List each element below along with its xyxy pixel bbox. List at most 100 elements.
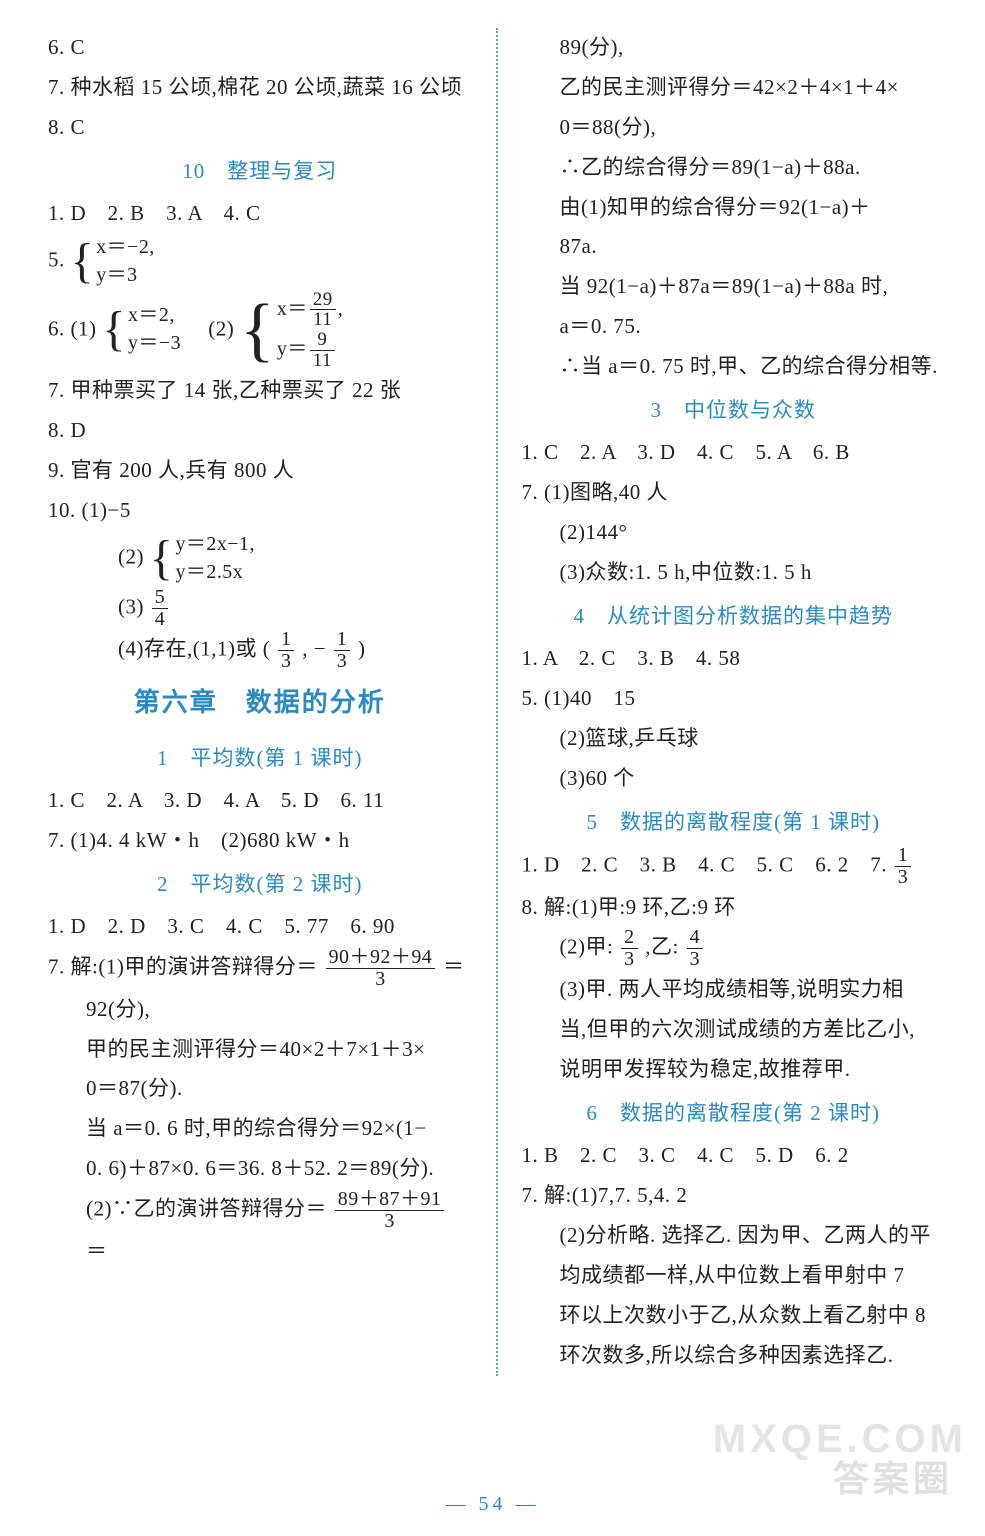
answer-line: 6. (1) { x＝2, y＝−3 (2) { x＝2911, bbox=[48, 290, 472, 372]
rparen: ) bbox=[358, 637, 366, 661]
fraction: 43 bbox=[685, 927, 705, 970]
brace-icon: { bbox=[240, 305, 275, 355]
left-column: 6. C 7. 种水稻 15 公顷,棉花 20 公顷,蔬菜 16 公顷 8. C… bbox=[48, 28, 496, 1376]
answer-line: 7. 甲种票买了 14 张,乙种票买了 22 张 bbox=[48, 371, 472, 411]
section-heading-4: 4 从统计图分析数据的集中趋势 bbox=[522, 593, 946, 639]
brace-icon: { bbox=[71, 245, 95, 279]
answer-line: 10. (1)−5 bbox=[48, 491, 472, 531]
eq-row: y＝2.5x bbox=[175, 559, 255, 587]
answer-subline: 乙的民主测评得分＝42×2＋4×1＋4× bbox=[522, 68, 946, 108]
text: ＝ bbox=[86, 1239, 108, 1263]
answer-subline: (2)144° bbox=[522, 513, 946, 553]
answer-line: 8. 解:(1)甲:9 环,乙:9 环 bbox=[522, 888, 946, 928]
answer-subline: 均成绩都一样,从中位数上看甲射中 7 bbox=[522, 1256, 946, 1296]
eq-row: x＝2, bbox=[128, 302, 181, 330]
answer-line: 1. C 2. A 3. D 4. C 5. A 6. B bbox=[522, 433, 946, 473]
fraction: 13 bbox=[332, 629, 352, 672]
answer-line: 7. (1)4. 4 kW・h (2)680 kW・h bbox=[48, 821, 472, 861]
answer-subline: 92(分), bbox=[48, 990, 472, 1030]
text: ＝ bbox=[443, 954, 465, 978]
answer-line: 5. (1)40 15 bbox=[522, 679, 946, 719]
answer-line: 1. D 2. B 3. A 4. C bbox=[48, 194, 472, 234]
answer-subline: 由(1)知甲的综合得分＝92(1−a)＋ bbox=[522, 188, 946, 228]
item-prefix: 5. bbox=[48, 247, 71, 271]
answer-subline: (2)分析略. 选择乙. 因为甲、乙两人的平 bbox=[522, 1216, 946, 1256]
answer-subline: 89(分), bbox=[522, 28, 946, 68]
brace-icon: { bbox=[102, 313, 126, 347]
answer-line: 7. (1)图略,40 人 bbox=[522, 473, 946, 513]
section-heading-2: 2 平均数(第 2 课时) bbox=[48, 861, 472, 907]
answer-subline: 0＝87(分). bbox=[48, 1069, 472, 1109]
fraction: 89＋87＋913 bbox=[333, 1189, 447, 1232]
item-prefix: 6. (1) bbox=[48, 316, 97, 340]
answer-subline: 环以上次数小于乙,从众数上看乙射中 8 bbox=[522, 1296, 946, 1336]
answer-line: 8. D bbox=[48, 411, 472, 451]
page-number: — 54 — bbox=[0, 1493, 985, 1516]
item-prefix: (3) bbox=[118, 594, 144, 618]
answer-subline: ∴当 a＝0. 75 时,甲、乙的综合得分相等. bbox=[522, 347, 946, 387]
answer-line: 1. C 2. A 3. D 4. A 5. D 6. 11 bbox=[48, 781, 472, 821]
answer-subline: 当 a＝0. 6 时,甲的综合得分＝92×(1− bbox=[48, 1109, 472, 1149]
text: 7. 解:(1)甲的演讲答辩得分＝ bbox=[48, 954, 318, 978]
fraction: 13 bbox=[276, 629, 296, 672]
answer-line: 7. 解:(1)甲的演讲答辩得分＝ 90＋92＋943 ＝ bbox=[48, 947, 472, 990]
eq-row: x＝−2, bbox=[96, 234, 155, 262]
answer-subline: (3) 54 bbox=[48, 587, 472, 630]
answer-line: 8. C bbox=[48, 108, 472, 148]
fraction: 13 bbox=[893, 845, 913, 888]
answer-subline: (2)∵乙的演讲答辩得分＝ 89＋87＋913 ＝ bbox=[48, 1189, 472, 1272]
answer-subline: ∴乙的综合得分＝89(1−a)＋88a. bbox=[522, 148, 946, 188]
item-mid: (2) bbox=[187, 316, 235, 340]
fraction: 23 bbox=[619, 927, 639, 970]
right-column: 89(分), 乙的民主测评得分＝42×2＋4×1＋4× 0＝88(分), ∴乙的… bbox=[498, 28, 946, 1376]
text: ,乙: bbox=[645, 935, 679, 959]
lparen: ( bbox=[263, 637, 271, 661]
answer-subline: 说明甲发挥较为稳定,故推荐甲. bbox=[522, 1050, 946, 1090]
sep: , − bbox=[302, 637, 326, 661]
answer-subline: 甲的民主测评得分＝40×2＋7×1＋3× bbox=[48, 1030, 472, 1070]
equation-system: { x＝2911, y＝911 bbox=[240, 290, 343, 372]
answer-subline: (2)篮球,乒乓球 bbox=[522, 719, 946, 759]
fraction: 90＋92＋943 bbox=[324, 947, 438, 990]
answer-line: 9. 官有 200 人,兵有 800 人 bbox=[48, 451, 472, 491]
column-layout: 6. C 7. 种水稻 15 公顷,棉花 20 公顷,蔬菜 16 公顷 8. C… bbox=[48, 28, 945, 1376]
equation-system: { x＝−2, y＝3 bbox=[71, 234, 155, 290]
answer-subline: (4)存在,(1,1)或 ( 13 , − 13 ) bbox=[48, 629, 472, 672]
section-heading-6: 6 数据的离散程度(第 2 课时) bbox=[522, 1090, 946, 1136]
answer-subline: 环次数多,所以综合多种因素选择乙. bbox=[522, 1336, 946, 1376]
answer-subline: 当,但甲的六次测试成绩的方差比乙小, bbox=[522, 1010, 946, 1050]
watermark-text: MXQE.COM bbox=[713, 1417, 967, 1462]
answer-subline: 0＝88(分), bbox=[522, 108, 946, 148]
section-heading-3: 3 中位数与众数 bbox=[522, 387, 946, 433]
answer-line: 5. { x＝−2, y＝3 bbox=[48, 234, 472, 290]
answer-subline: 0. 6)＋87×0. 6＝36. 8＋52. 2＝89(分). bbox=[48, 1149, 472, 1189]
section-heading-5: 5 数据的离散程度(第 1 课时) bbox=[522, 799, 946, 845]
answer-line: 1. D 2. D 3. C 4. C 5. 77 6. 90 bbox=[48, 907, 472, 947]
answer-line: 7. 解:(1)7,7. 5,4. 2 bbox=[522, 1176, 946, 1216]
item-prefix: (2) bbox=[118, 544, 144, 568]
answer-subline: (2)甲: 23 ,乙: 43 bbox=[522, 927, 946, 970]
text: (4)存在,(1,1)或 bbox=[118, 637, 257, 661]
eq-row: x＝2911, bbox=[277, 290, 343, 331]
section-heading-1: 1 平均数(第 1 课时) bbox=[48, 735, 472, 781]
answer-line: 1. A 2. C 3. B 4. 58 bbox=[522, 639, 946, 679]
answer-line: 6. C bbox=[48, 28, 472, 68]
answer-subline: (3)众数:1. 5 h,中位数:1. 5 h bbox=[522, 553, 946, 593]
chapter-heading-6: 第六章 数据的分析 bbox=[48, 672, 472, 734]
equation-system: { x＝2, y＝−3 bbox=[102, 302, 181, 358]
answer-subline: (2) { y＝2x−1, y＝2.5x bbox=[48, 531, 472, 587]
page-root: 6. C 7. 种水稻 15 公顷,棉花 20 公顷,蔬菜 16 公顷 8. C… bbox=[0, 0, 985, 1536]
eq-row: y＝911 bbox=[277, 330, 343, 371]
eq-row: y＝−3 bbox=[128, 330, 181, 358]
answer-subline: 当 92(1−a)＋87a＝89(1−a)＋88a 时, bbox=[522, 267, 946, 307]
text: 1. D 2. C 3. B 4. C 5. C 6. 2 7. bbox=[522, 852, 893, 876]
answer-subline: (3)甲. 两人平均成绩相等,说明实力相 bbox=[522, 970, 946, 1010]
section-heading-10: 10 整理与复习 bbox=[48, 148, 472, 194]
eq-row: y＝3 bbox=[96, 262, 155, 290]
answer-line: 1. D 2. C 3. B 4. C 5. C 6. 2 7. 13 bbox=[522, 845, 946, 888]
text: (2)∵乙的演讲答辩得分＝ bbox=[86, 1196, 327, 1220]
text: (2)甲: bbox=[560, 935, 614, 959]
brace-icon: { bbox=[150, 542, 174, 576]
answer-line: 7. 种水稻 15 公顷,棉花 20 公顷,蔬菜 16 公顷 bbox=[48, 68, 472, 108]
fraction: 54 bbox=[150, 587, 170, 630]
